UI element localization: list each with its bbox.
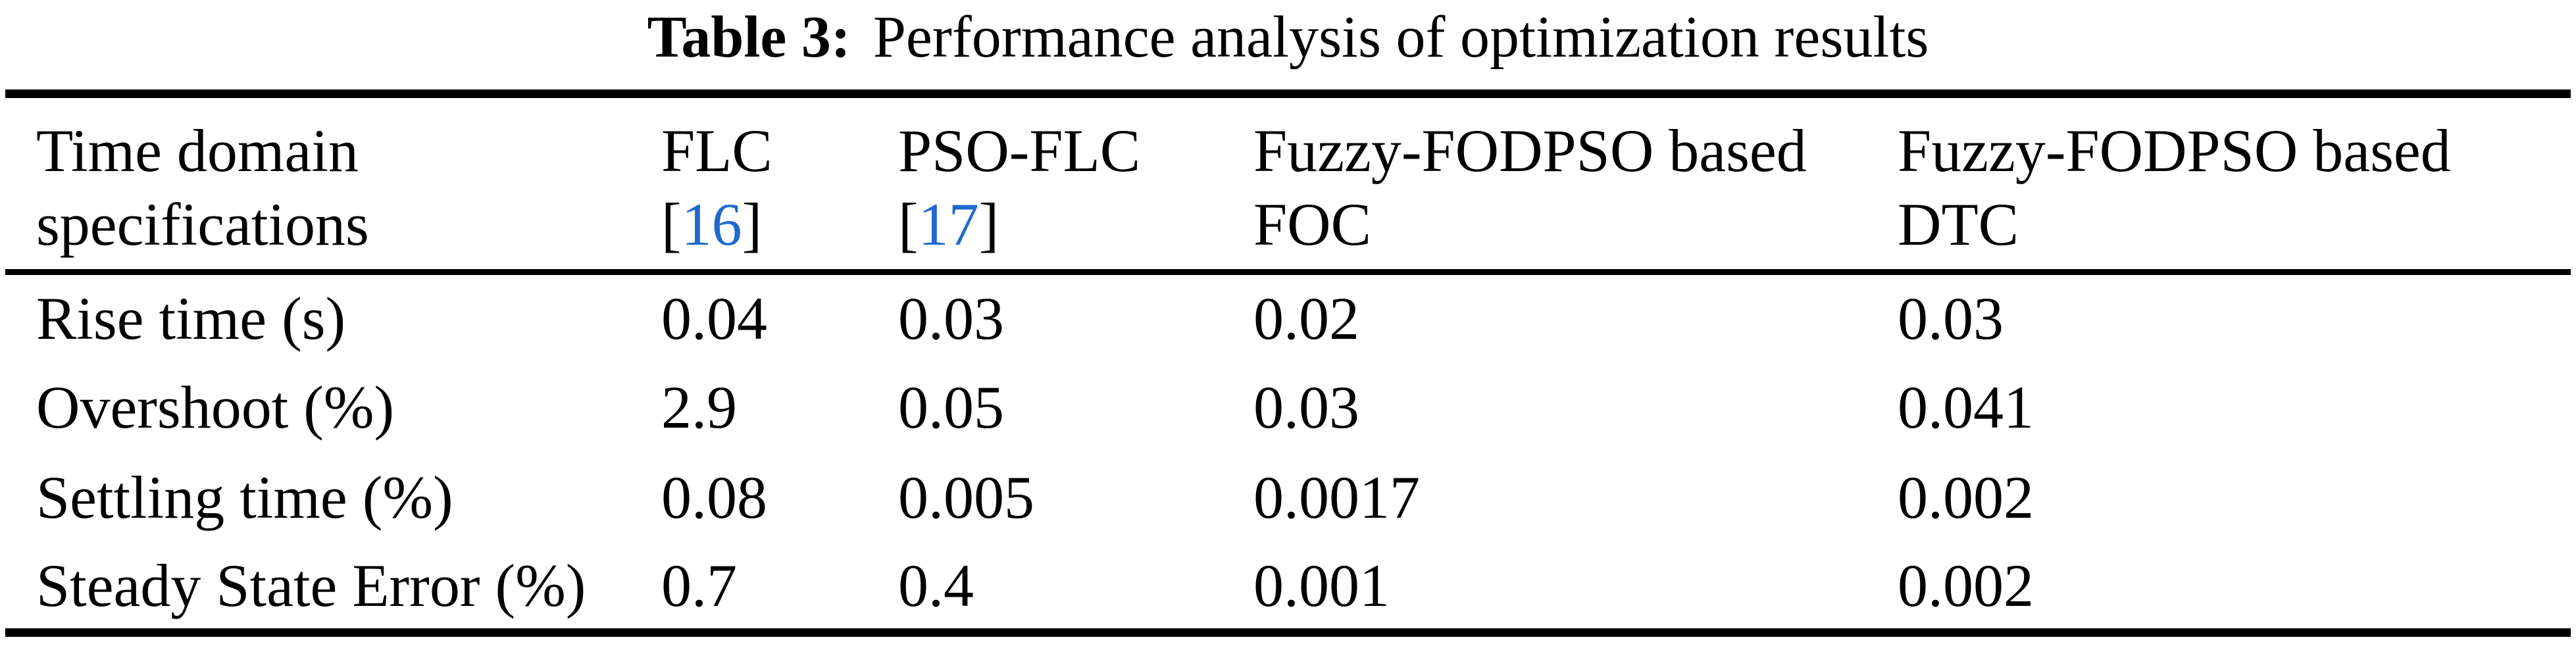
citation-bracket: [	[898, 191, 919, 258]
citation-pso-flc: [17]	[898, 188, 1253, 261]
row-label: Overshoot (%)	[36, 374, 395, 441]
cell-value: 0.041	[1898, 374, 2034, 441]
table-caption: Table 3: Performance analysis of optimiza…	[0, 1, 2576, 74]
header-line: PSO-FLC	[898, 117, 1141, 184]
cell-value: 0.03	[1898, 285, 2004, 353]
header-line: FLC	[661, 117, 772, 184]
table-header: Time domain specifications FLC [16] PSO-…	[5, 94, 2571, 272]
cell-value: 0.4	[898, 551, 974, 619]
header-line: specifications	[36, 191, 369, 258]
table-row-rise-time: Rise time (s) 0.04 0.03 0.02 0.03	[5, 272, 2571, 362]
cell-value: 0.005	[898, 464, 1034, 531]
cell-value: 0.001	[1253, 551, 1390, 619]
header-fuzzy-fodpso-foc: Fuzzy-FODPSO based FOC	[1253, 94, 1898, 272]
citation-link-16[interactable]: 16	[681, 191, 742, 258]
table-row-steady-state-error: Steady State Error (%) 0.7 0.4 0.001 0.0…	[5, 543, 2571, 633]
performance-table: Time domain specifications FLC [16] PSO-…	[5, 89, 2571, 637]
cell-value: 0.04	[661, 285, 767, 353]
citation-bracket: ]	[742, 191, 763, 258]
cell-value: 0.03	[898, 285, 1004, 353]
header-line: DTC	[1898, 191, 2019, 258]
row-label: Rise time (s)	[36, 285, 346, 353]
header-line: Fuzzy-FODPSO based	[1898, 117, 2451, 184]
cell-value: 0.0017	[1253, 464, 1420, 531]
header-flc: FLC [16]	[661, 94, 898, 272]
header-pso-flc: PSO-FLC [17]	[898, 94, 1253, 272]
row-label: Steady State Error (%)	[36, 551, 586, 619]
cell-value: 0.08	[661, 464, 767, 531]
cell-value: 0.05	[898, 374, 1004, 441]
cell-value: 0.002	[1898, 464, 2034, 531]
cell-value: 0.03	[1253, 374, 1359, 441]
table-body: Rise time (s) 0.04 0.03 0.02 0.03 Oversh…	[5, 272, 2571, 633]
header-fuzzy-fodpso-dtc: Fuzzy-FODPSO based DTC	[1898, 94, 2571, 272]
table-caption-text: Performance analysis of optimization res…	[872, 5, 1929, 70]
citation-link-17[interactable]: 17	[918, 191, 979, 258]
cell-value: 0.02	[1253, 285, 1359, 353]
header-line: Fuzzy-FODPSO based	[1253, 117, 1807, 184]
header-time-domain-specifications: Time domain specifications	[5, 94, 661, 272]
cell-value: 2.9	[661, 374, 737, 441]
row-label: Settling time (%)	[36, 464, 453, 531]
table-caption-label: Table 3:	[647, 5, 851, 70]
citation-bracket: [	[661, 191, 682, 258]
table-row-settling-time: Settling time (%) 0.08 0.005 0.0017 0.00…	[5, 453, 2571, 543]
table-row-overshoot: Overshoot (%) 2.9 0.05 0.03 0.041	[5, 362, 2571, 453]
header-line: Time domain	[36, 117, 359, 184]
citation-flc: [16]	[661, 188, 898, 261]
header-line: FOC	[1253, 191, 1371, 258]
citation-bracket: ]	[978, 191, 999, 258]
cell-value: 0.002	[1898, 551, 2034, 619]
header-row: Time domain specifications FLC [16] PSO-…	[5, 94, 2571, 272]
cell-value: 0.7	[661, 551, 737, 619]
